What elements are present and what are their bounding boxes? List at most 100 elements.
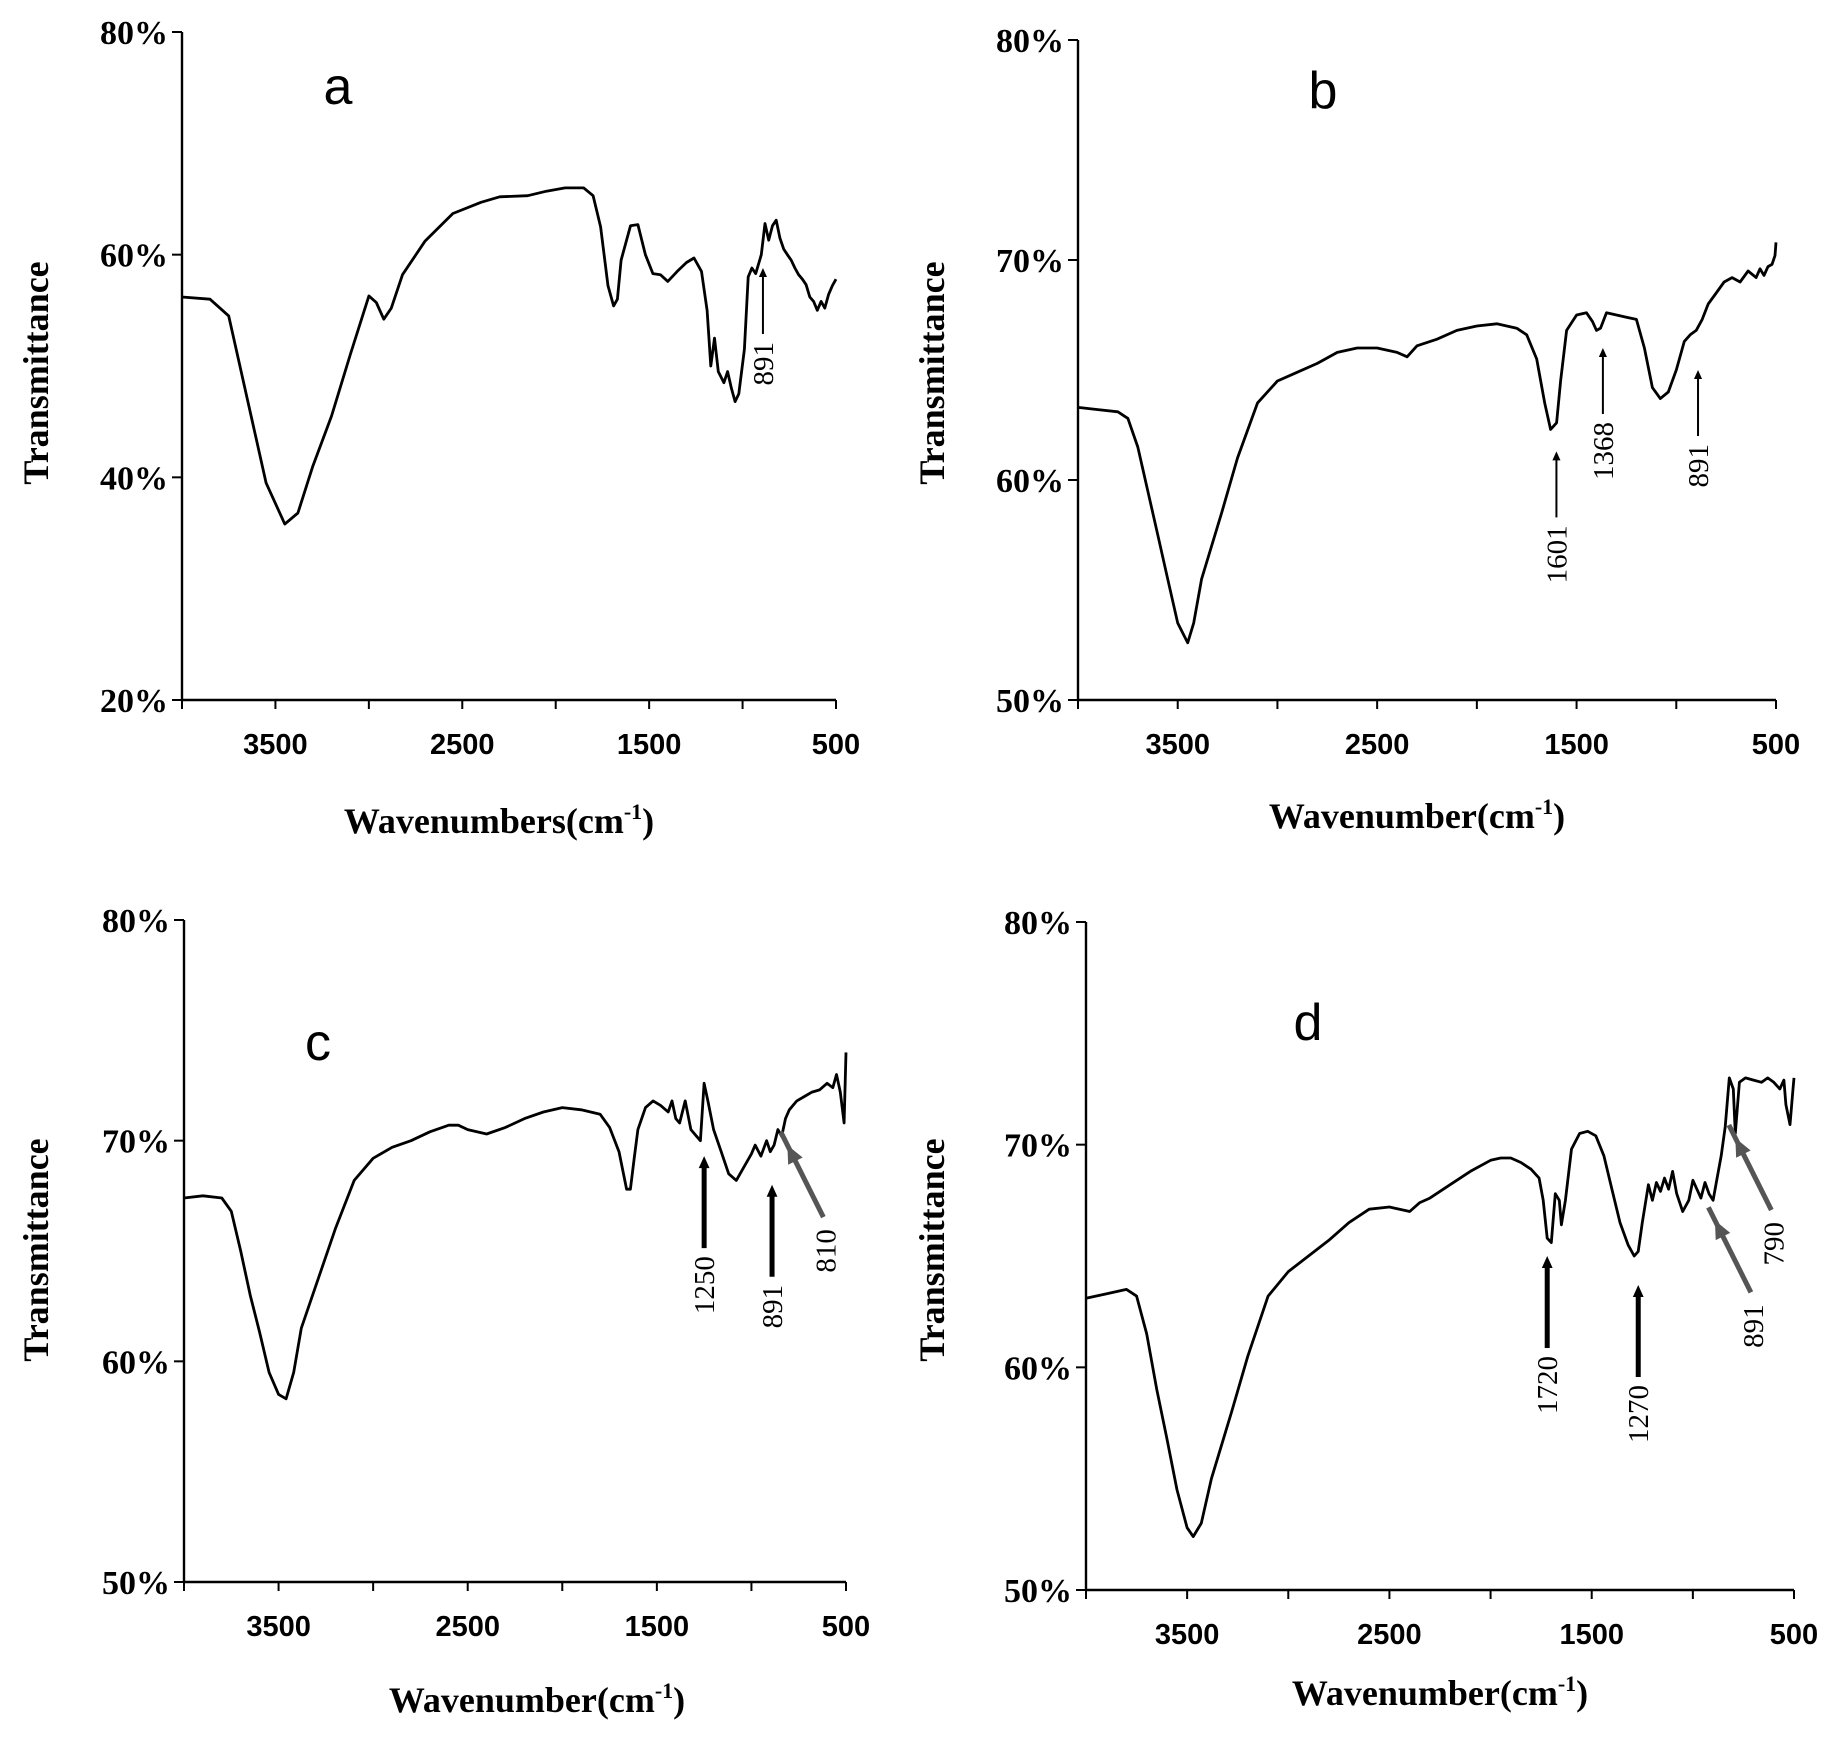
y-tick-label: 50% — [996, 683, 1064, 720]
peak-annotation: 1368 — [1588, 348, 1620, 480]
x-tick-label: 2500 — [430, 729, 495, 761]
x-axis-title-main: Wavenumbers(cm — [344, 801, 624, 841]
x-axis-title-superscript: -1 — [655, 1678, 673, 1703]
panel-letter: b — [1309, 62, 1338, 120]
x-tick-label: 500 — [1770, 1619, 1818, 1651]
peak-arrow-head — [1552, 451, 1561, 461]
peak-annotation: 790 — [1726, 1123, 1790, 1266]
peak-annotation: 891 — [1683, 370, 1715, 488]
y-tick-label: 60% — [1004, 1350, 1072, 1387]
peak-arrow-head — [1541, 1256, 1553, 1268]
y-tick-label: 80% — [102, 903, 170, 940]
x-axis-title: Wavenumber(cm-1) — [1292, 1671, 1588, 1713]
panel-letter: c — [305, 1014, 331, 1072]
x-tick-label: 1500 — [625, 1611, 690, 1643]
x-tick-label: 1500 — [617, 729, 682, 761]
y-tick-label: 80% — [100, 15, 168, 52]
panel-letter: a — [324, 58, 353, 116]
peak-label: 891 — [748, 342, 780, 386]
x-tick-label: 1500 — [1559, 1619, 1624, 1651]
y-tick-label: 80% — [996, 23, 1064, 60]
peak-annotation: 810 — [778, 1131, 842, 1273]
peak-arrow-head — [787, 1145, 803, 1165]
spectrum-line-a — [181, 186, 838, 526]
peak-annotation: 891 — [1706, 1206, 1770, 1348]
x-axis-title: Wavenumbers(cm-1) — [344, 799, 654, 841]
peak-label: 1250 — [689, 1256, 721, 1314]
x-axis-title-end: ) — [673, 1680, 685, 1720]
peak-label: 891 — [757, 1285, 789, 1329]
peak-arrow-head — [1714, 1220, 1731, 1241]
x-tick-label: 500 — [1752, 729, 1800, 761]
peak-arrow-head — [1693, 370, 1703, 379]
x-axis-title: Wavenumber(cm-1) — [1269, 794, 1565, 836]
peak-arrow-shaft — [778, 1131, 826, 1219]
peak-annotation: 891 — [748, 268, 780, 386]
y-axis-title: Transmittance — [16, 261, 56, 484]
x-tick-label: 3500 — [1155, 1619, 1220, 1651]
peak-arrow-head — [758, 268, 767, 278]
y-tick-label: 20% — [100, 683, 168, 720]
peak-label: 1601 — [1541, 525, 1573, 583]
x-axis-title-superscript: -1 — [624, 799, 642, 824]
x-axis-title-main: Wavenumber(cm — [1292, 1673, 1558, 1713]
y-tick-label: 70% — [1004, 1128, 1072, 1165]
y-tick-label: 60% — [996, 463, 1064, 500]
peak-label: 1270 — [1623, 1385, 1655, 1443]
panel-c: 50% 60% 70% 80% 3500 2500 1500 500 c Transmittanc… — [16, 903, 870, 1720]
peak-label: 810 — [810, 1229, 842, 1273]
x-axis-title-main: Wavenumber(cm — [1269, 796, 1535, 836]
x-axis-title: Wavenumber(cm-1) — [389, 1678, 685, 1720]
x-axis-title-end: ) — [642, 801, 654, 841]
peak-annotation: 891 — [757, 1184, 789, 1329]
y-tick-label: 70% — [102, 1124, 170, 1161]
panel-a: 20% 40% 60% 80% 3500 2500 1500 500 a Transmittanc… — [16, 15, 860, 841]
y-tick-label: 40% — [100, 460, 168, 497]
peak-label: 891 — [1738, 1304, 1770, 1348]
x-axis-title-superscript: -1 — [1558, 1671, 1576, 1696]
peak-label: 891 — [1683, 444, 1715, 488]
panel-d: 50% 60% 70% 80% 3500 2500 1500 500 d Transmittanc… — [912, 905, 1818, 1713]
y-axis-title: Transmittance — [16, 1138, 56, 1361]
peak-label: 1720 — [1532, 1356, 1564, 1414]
x-tick-label: 3500 — [243, 729, 308, 761]
peak-arrow-head — [1598, 348, 1607, 357]
panel-letter: d — [1294, 994, 1323, 1052]
x-tick-label: 2500 — [435, 1611, 500, 1643]
y-tick-label: 50% — [1004, 1573, 1072, 1610]
peak-annotation: 1270 — [1623, 1284, 1655, 1443]
x-tick-label: 3500 — [246, 1611, 311, 1643]
spectrum-line-d — [1085, 1076, 1796, 1538]
peak-arrow-shaft — [1726, 1123, 1774, 1212]
peak-label: 790 — [1758, 1222, 1790, 1266]
y-axis-title: Transmittance — [912, 1138, 952, 1361]
x-tick-label: 500 — [822, 1611, 870, 1643]
peak-label: 1368 — [1588, 422, 1620, 480]
y-tick-label: 70% — [996, 243, 1064, 280]
x-tick-label: 1500 — [1544, 729, 1609, 761]
x-tick-label: 3500 — [1145, 729, 1210, 761]
x-axis-title-main: Wavenumber(cm — [389, 1680, 655, 1720]
y-tick-label: 50% — [102, 1565, 170, 1602]
peak-annotation: 1601 — [1541, 451, 1573, 583]
x-tick-label: 2500 — [1357, 1619, 1422, 1651]
peak-arrow-head — [1632, 1284, 1644, 1297]
spectrum-line-c — [183, 1052, 848, 1401]
y-tick-label: 80% — [1004, 905, 1072, 942]
peak-arrow-head — [766, 1184, 778, 1197]
peak-annotation: 1250 — [689, 1156, 721, 1314]
x-tick-label: 500 — [812, 729, 860, 761]
x-axis-title-end: ) — [1576, 1673, 1588, 1713]
y-tick-label: 60% — [102, 1344, 170, 1381]
x-axis-title-end: ) — [1553, 796, 1565, 836]
x-axis-title-superscript: -1 — [1535, 794, 1553, 819]
peak-arrow-head — [1735, 1137, 1751, 1158]
y-axis-title: Transmittance — [912, 261, 952, 484]
peak-arrow-head — [698, 1156, 710, 1169]
peak-annotation: 1720 — [1532, 1256, 1564, 1414]
spectrum-line-b — [1077, 242, 1778, 645]
y-tick-label: 60% — [100, 238, 168, 275]
x-tick-label: 2500 — [1345, 729, 1410, 761]
panel-b: 50% 60% 70% 80% 3500 2500 1500 500 b Transmittanc… — [912, 23, 1800, 836]
